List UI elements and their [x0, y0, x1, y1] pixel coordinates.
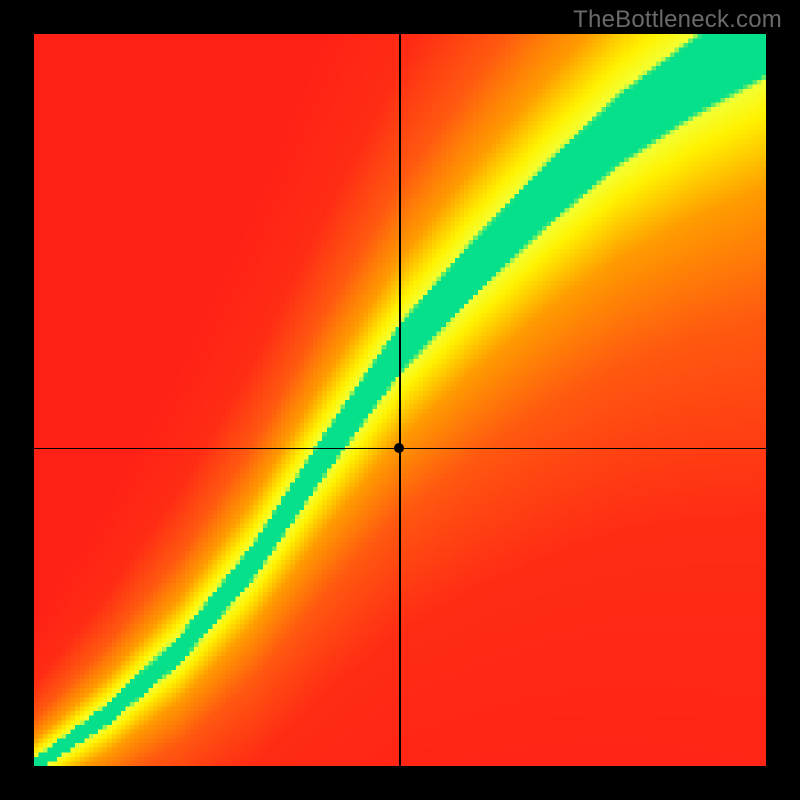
- watermark-text: TheBottleneck.com: [573, 6, 782, 34]
- chart-container: TheBottleneck.com: [0, 0, 800, 800]
- marker-dot: [394, 443, 404, 453]
- plot-area: [34, 34, 766, 766]
- crosshair-vertical: [399, 34, 400, 766]
